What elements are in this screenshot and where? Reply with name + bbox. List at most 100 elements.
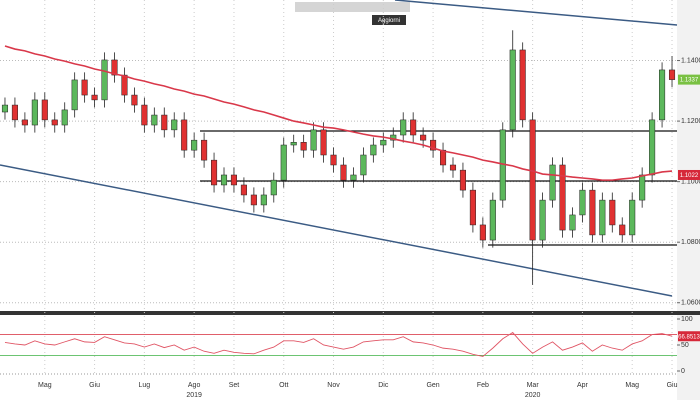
x-tick-label: Mag: [38, 382, 52, 389]
rsi-line: [4, 331, 673, 357]
candle-body: [310, 129, 317, 151]
candle-body: [629, 199, 636, 236]
x-tick-label: Apr: [577, 382, 589, 389]
candle-body: [131, 94, 138, 106]
candle-body: [549, 164, 556, 201]
y-tick-label: 50: [681, 342, 689, 349]
candle-body: [21, 119, 28, 126]
x-tick-label: Nov: [327, 382, 340, 389]
toolbar-bar: [295, 2, 410, 12]
x-tick-label: Giu: [89, 382, 100, 389]
candle-body: [101, 59, 108, 101]
candle-body: [390, 134, 397, 141]
toolbar-button[interactable]: [372, 15, 406, 25]
toolbar: Aggiorni: [295, 2, 410, 25]
annotations: [0, 0, 678, 297]
x-tick-label: Ago: [188, 382, 201, 389]
moving-average: [4, 45, 673, 181]
candle-body: [300, 142, 307, 151]
candle-body: [230, 174, 238, 186]
axis-background: [677, 0, 700, 400]
candle-body: [350, 174, 357, 181]
candle-body: [270, 179, 277, 196]
candle-body: [1, 104, 9, 113]
x-tick-label: Gen: [426, 382, 439, 389]
trend-line: [0, 164, 673, 297]
candle-body: [260, 194, 267, 206]
trend-line: [394, 0, 678, 26]
candle-body: [519, 49, 526, 121]
candle-body: [400, 119, 407, 136]
candle-body: [290, 142, 297, 146]
candle-body: [340, 164, 347, 181]
candle-body: [649, 119, 656, 176]
candle-body: [31, 99, 38, 126]
candle-body: [250, 194, 257, 206]
x-tick-label: Mag: [625, 382, 639, 389]
y-tick-label: 1.1200: [681, 118, 700, 125]
candle-body: [469, 189, 476, 226]
candle-body: [459, 169, 466, 191]
candle-body: [360, 154, 367, 176]
candle-body: [529, 119, 536, 241]
candle-body: [91, 94, 98, 101]
candle-body: [609, 199, 616, 226]
candle-body: [489, 199, 496, 241]
candle-body: [41, 99, 48, 121]
y-tick-label: 1.0600: [681, 300, 700, 307]
candle-body: [111, 59, 118, 76]
toolbar-button-label[interactable]: Aggiorni: [378, 18, 400, 24]
candle-body: [410, 119, 417, 136]
candle-body: [589, 189, 596, 236]
panel-separator: [0, 311, 700, 315]
x-year-label: 2020: [525, 392, 541, 399]
candle-body: [81, 79, 88, 96]
candle-body: [579, 189, 586, 216]
candle-body: [330, 154, 337, 166]
candle-body: [509, 49, 516, 131]
candle-body: [151, 114, 158, 126]
candle-body: [659, 69, 666, 121]
candle-body: [11, 104, 18, 121]
candle-body: [280, 144, 287, 181]
candle-body: [201, 139, 208, 161]
candle-body: [370, 144, 377, 156]
candle-body: [171, 119, 178, 131]
candle-body: [191, 139, 198, 151]
candle-body: [539, 199, 546, 241]
price-tag: [678, 74, 700, 85]
x-tick-label: Feb: [477, 382, 489, 389]
candle-body: [559, 164, 566, 231]
price-tag-label: 1.1337: [680, 78, 699, 84]
candle-body: [439, 149, 447, 166]
x-tick-label: Ott: [279, 382, 288, 389]
x-tick-label: Set: [229, 382, 240, 389]
price-tag: [678, 169, 700, 180]
candle-body: [639, 174, 646, 201]
x-tick-label: Giu: [667, 382, 678, 389]
candle-body: [220, 174, 228, 186]
y-tick-label: 0: [681, 368, 685, 375]
candle-body: [619, 224, 626, 236]
x-tick-label: Dic: [378, 382, 389, 389]
candle-body: [51, 119, 58, 126]
candle-body: [181, 119, 188, 151]
x-tick-label: Lug: [139, 382, 151, 389]
candle-body: [599, 199, 606, 236]
y-tick-label: 100: [681, 316, 693, 323]
candle-body: [479, 224, 486, 241]
candle-body: [161, 114, 168, 131]
y-tick-label: 1.1000: [681, 178, 700, 185]
candle-body: [668, 69, 676, 80]
x-tick-label: Mar: [527, 382, 540, 389]
candle-body: [449, 164, 457, 171]
candle-body: [211, 159, 218, 186]
candle-body: [240, 184, 247, 196]
candle-body: [141, 104, 148, 126]
price-tag-label: 66.8513: [678, 334, 700, 340]
candle-body: [569, 214, 576, 231]
candle-body: [71, 79, 78, 111]
